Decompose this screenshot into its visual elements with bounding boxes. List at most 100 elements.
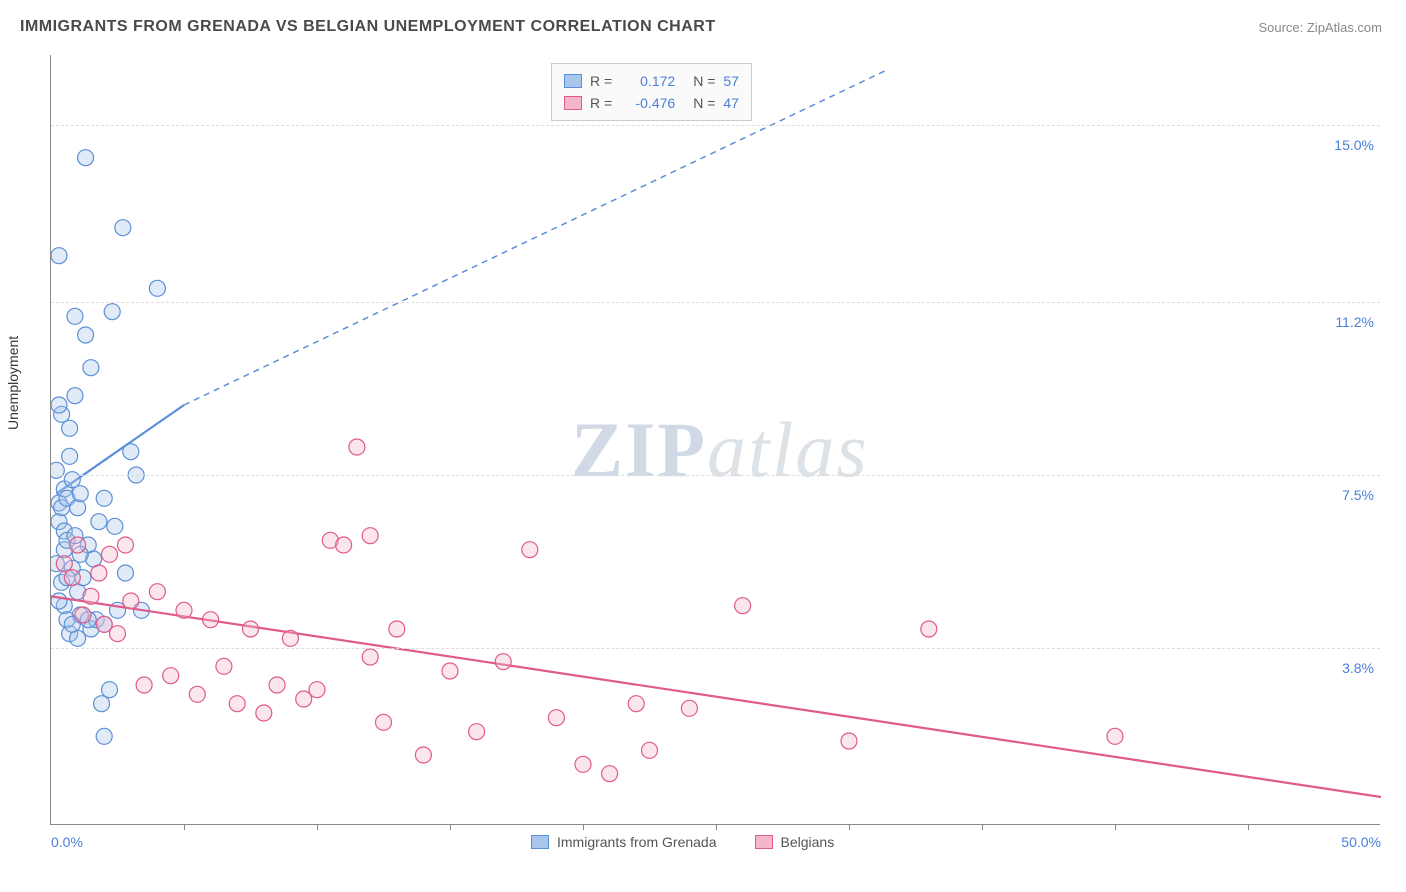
y-axis-label: Unemployment: [5, 336, 21, 430]
data-point: [91, 514, 107, 530]
gridline: [51, 475, 1380, 476]
data-point: [243, 621, 259, 637]
data-point: [548, 710, 564, 726]
legend-series-name: Belgians: [781, 834, 835, 850]
gridline: [51, 125, 1380, 126]
data-point: [96, 490, 112, 506]
legend-r-label: R =: [590, 73, 612, 89]
data-point: [309, 682, 325, 698]
data-point: [841, 733, 857, 749]
data-point: [110, 626, 126, 642]
legend-swatch: [531, 835, 549, 849]
data-point: [628, 696, 644, 712]
data-point: [107, 518, 123, 534]
data-point: [189, 686, 205, 702]
y-tick-label: 7.5%: [1342, 487, 1374, 503]
data-point: [415, 747, 431, 763]
x-tick: [583, 824, 584, 830]
gridline: [51, 302, 1380, 303]
data-point: [469, 724, 485, 740]
data-point: [56, 556, 72, 572]
x-tick-label: 0.0%: [51, 834, 83, 850]
data-point: [102, 682, 118, 698]
data-point: [149, 280, 165, 296]
data-point: [442, 663, 458, 679]
data-point: [51, 397, 67, 413]
data-point: [102, 546, 118, 562]
data-point: [117, 537, 133, 553]
data-point: [256, 705, 272, 721]
legend-series-name: Immigrants from Grenada: [557, 834, 717, 850]
legend-swatch: [564, 96, 582, 110]
legend-r-value: -0.476: [620, 95, 675, 111]
x-tick: [716, 824, 717, 830]
legend-n-label: N =: [693, 73, 715, 89]
data-point: [62, 448, 78, 464]
data-point: [216, 658, 232, 674]
data-point: [336, 537, 352, 553]
data-point: [123, 444, 139, 460]
legend-row: R =-0.476N =47: [564, 92, 739, 114]
data-point: [70, 537, 86, 553]
data-point: [163, 668, 179, 684]
x-tick: [982, 824, 983, 830]
trend-line-dashed: [184, 69, 889, 405]
data-point: [64, 570, 80, 586]
x-tick-label: 50.0%: [1341, 834, 1381, 850]
data-point: [67, 388, 83, 404]
x-tick: [317, 824, 318, 830]
data-point: [349, 439, 365, 455]
data-point: [575, 756, 591, 772]
data-point: [72, 486, 88, 502]
data-point: [51, 248, 67, 264]
y-tick-label: 3.8%: [1342, 660, 1374, 676]
data-point: [149, 584, 165, 600]
x-tick: [849, 824, 850, 830]
data-point: [921, 621, 937, 637]
data-point: [70, 500, 86, 516]
legend-n-value: 57: [723, 73, 739, 89]
data-point: [75, 607, 91, 623]
data-point: [104, 304, 120, 320]
data-point: [203, 612, 219, 628]
x-tick: [184, 824, 185, 830]
legend-row: R = 0.172 N = 57: [564, 70, 739, 92]
data-point: [83, 588, 99, 604]
source-label: Source:: [1258, 20, 1306, 35]
scatter-svg: [51, 55, 1381, 825]
legend-swatch: [755, 835, 773, 849]
source-credit: Source: ZipAtlas.com: [1258, 20, 1382, 35]
x-tick: [1115, 824, 1116, 830]
data-point: [83, 360, 99, 376]
data-point: [362, 649, 378, 665]
data-point: [681, 700, 697, 716]
correlation-legend: R = 0.172 N = 57R = -0.476 N = 47: [551, 63, 752, 121]
data-point: [376, 714, 392, 730]
data-point: [495, 654, 511, 670]
data-point: [642, 742, 658, 758]
data-point: [96, 728, 112, 744]
chart-title: IMMIGRANTS FROM GRENADA VS BELGIAN UNEMP…: [20, 18, 716, 36]
data-point: [117, 565, 133, 581]
data-point: [176, 602, 192, 618]
legend-r-value: 0.172: [620, 73, 675, 89]
data-point: [115, 220, 131, 236]
data-point: [389, 621, 405, 637]
data-point: [136, 677, 152, 693]
data-point: [229, 696, 245, 712]
x-tick: [1248, 824, 1249, 830]
data-point: [91, 565, 107, 581]
data-point: [51, 593, 67, 609]
data-point: [362, 528, 378, 544]
data-point: [67, 308, 83, 324]
data-point: [269, 677, 285, 693]
data-point: [62, 420, 78, 436]
y-tick-label: 11.2%: [1335, 314, 1374, 330]
data-point: [522, 542, 538, 558]
legend-n-value: 47: [723, 95, 739, 111]
y-tick-label: 15.0%: [1334, 137, 1374, 153]
data-point: [602, 766, 618, 782]
series-legend: Immigrants from Grenada Belgians: [531, 834, 864, 850]
legend-n-label: N =: [693, 95, 715, 111]
source-value: ZipAtlas.com: [1307, 20, 1382, 35]
